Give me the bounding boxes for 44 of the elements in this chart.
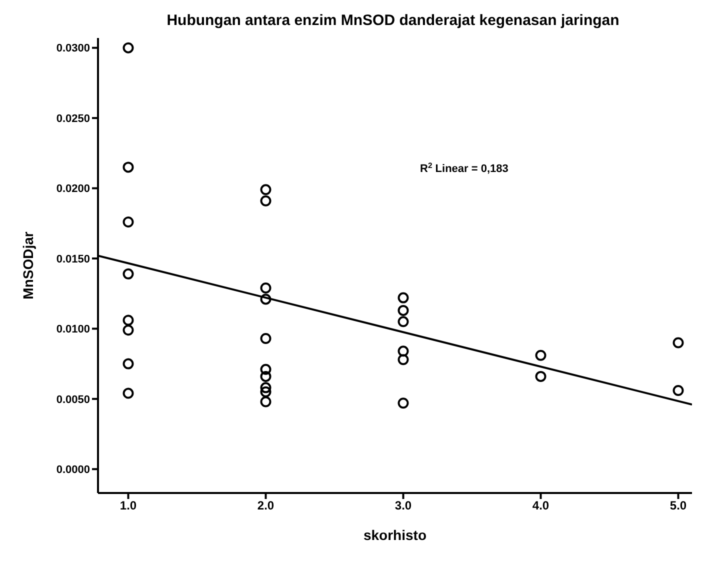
chart-title: Hubungan antara enzim MnSOD danderajat kegenasan jaringan	[166, 12, 620, 29]
point	[260, 282, 272, 294]
x-tick-label: 2.0	[257, 498, 274, 513]
point	[672, 337, 684, 348]
point	[122, 216, 134, 228]
point	[398, 346, 409, 357]
x-axis-title: skorhisto	[363, 527, 427, 543]
point	[122, 42, 134, 54]
point	[122, 324, 134, 336]
point	[260, 184, 272, 196]
x-tick-label: 3.0	[394, 498, 412, 513]
point	[260, 396, 272, 408]
point	[398, 304, 409, 316]
x-tick-label: 5.0	[670, 498, 687, 513]
point	[122, 162, 134, 173]
point	[398, 398, 409, 409]
point	[398, 354, 409, 366]
y-tick-label: 0.0000	[56, 464, 90, 476]
point	[398, 292, 409, 304]
annotation: R$^{2}$ Linear = 0,183	[420, 160, 508, 175]
y-tick-label: 0.0150	[56, 253, 90, 266]
y-tick-label: 0.0250	[56, 112, 90, 125]
point	[535, 350, 546, 361]
point	[260, 294, 272, 305]
point	[260, 386, 272, 398]
point	[260, 195, 272, 206]
y-tick-label: 0.0200	[56, 183, 90, 196]
point	[122, 358, 134, 370]
point	[122, 314, 134, 326]
point	[260, 382, 272, 394]
y-axis-title: MnSODjar	[20, 231, 36, 300]
point	[260, 370, 272, 382]
y-tick-label: 0.0300	[56, 42, 90, 55]
y-tick-label: 0.0100	[56, 324, 90, 336]
point	[122, 388, 134, 399]
point	[122, 268, 134, 280]
y-tick-label: 0.0050	[56, 394, 90, 406]
x-tick-label: 4.0	[532, 498, 550, 513]
point	[398, 316, 409, 328]
point	[260, 333, 272, 344]
x-tick-label: 1.0	[120, 498, 137, 513]
point	[260, 364, 272, 375]
point	[672, 384, 684, 396]
point	[535, 370, 546, 382]
